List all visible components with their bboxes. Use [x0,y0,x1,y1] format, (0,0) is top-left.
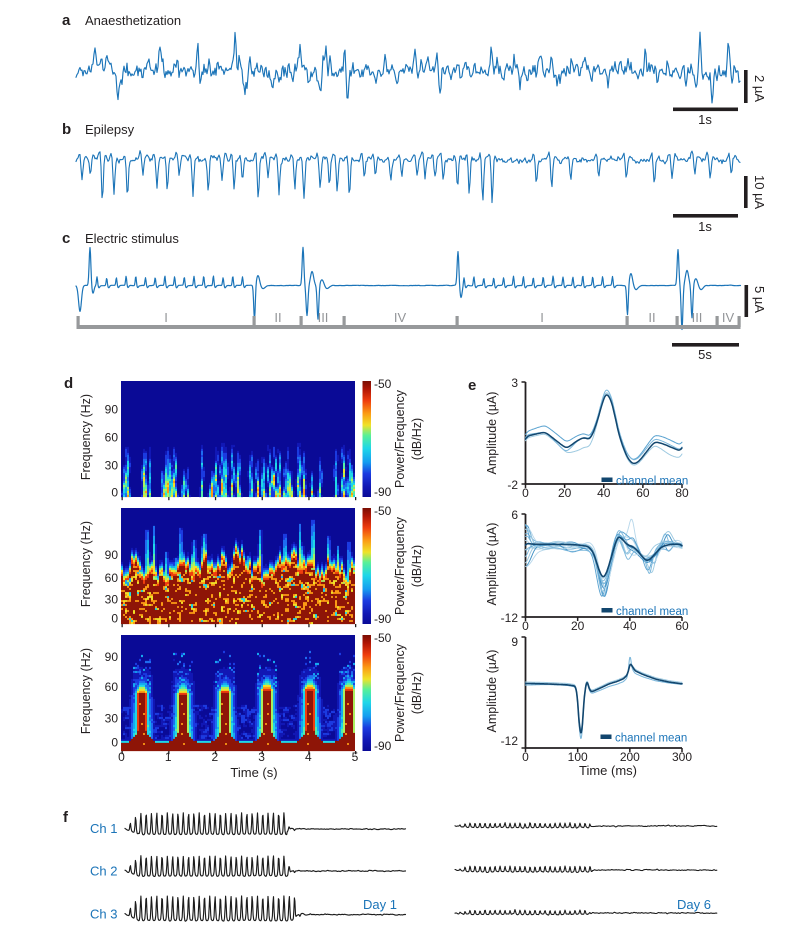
svg-text:1s: 1s [698,219,712,234]
svg-text:0: 0 [111,612,118,626]
svg-text:Power/Frequency: Power/Frequency [393,389,407,488]
svg-text:60: 60 [105,431,119,445]
svg-text:9: 9 [511,635,518,649]
svg-text:f: f [63,809,69,826]
svg-text:c: c [62,230,70,247]
svg-text:(dB/Hz): (dB/Hz) [410,418,424,460]
svg-text:60: 60 [105,571,119,585]
svg-text:0: 0 [522,619,529,633]
svg-text:20: 20 [571,619,585,633]
svg-text:4: 4 [305,750,312,764]
svg-text:1: 1 [165,750,172,764]
svg-text:b: b [62,121,71,138]
svg-text:(dB/Hz): (dB/Hz) [410,672,424,714]
svg-text:Frequency (Hz): Frequency (Hz) [79,521,93,607]
svg-text:IV: IV [722,310,735,325]
svg-text:-2: -2 [507,478,518,492]
svg-text:5 µA: 5 µA [752,286,767,313]
svg-text:channel mean: channel mean [616,606,688,618]
svg-text:0: 0 [118,750,125,764]
svg-text:90: 90 [105,548,119,562]
svg-text:200: 200 [620,750,640,764]
svg-text:-50: -50 [374,631,392,645]
svg-text:-50: -50 [374,504,392,518]
svg-text:3: 3 [511,376,518,390]
svg-text:Power/Frequency: Power/Frequency [393,643,407,742]
svg-text:I: I [164,310,168,325]
svg-text:0: 0 [111,736,118,750]
svg-text:I: I [540,310,544,325]
svg-text:30: 30 [105,459,119,473]
svg-text:30: 30 [105,712,119,726]
svg-text:Ch 3: Ch 3 [90,907,117,922]
svg-text:channel mean: channel mean [615,733,687,745]
svg-text:Ch 2: Ch 2 [90,864,117,879]
svg-text:II: II [274,310,281,325]
svg-text:channel mean: channel mean [616,476,688,488]
svg-text:0: 0 [522,750,529,764]
svg-text:Ch 1: Ch 1 [90,821,117,836]
svg-text:90: 90 [105,650,119,664]
svg-text:Time (s): Time (s) [230,765,277,780]
svg-text:-50: -50 [374,377,392,391]
svg-text:IV: IV [394,310,407,325]
svg-text:300: 300 [672,750,692,764]
svg-text:II: II [648,310,655,325]
svg-text:Frequency (Hz): Frequency (Hz) [79,394,93,480]
svg-text:0: 0 [111,486,118,500]
svg-text:Day 6: Day 6 [677,897,711,912]
svg-text:(dB/Hz): (dB/Hz) [410,545,424,587]
svg-text:-12: -12 [501,611,519,625]
svg-text:3: 3 [258,750,265,764]
svg-text:40: 40 [623,619,637,633]
svg-text:Time (ms): Time (ms) [579,763,637,778]
svg-text:Amplitude (µA): Amplitude (µA) [485,392,499,475]
svg-text:III: III [692,310,703,325]
svg-text:2: 2 [212,750,219,764]
svg-text:60: 60 [675,619,689,633]
svg-text:-90: -90 [374,485,392,499]
svg-text:Electric stimulus: Electric stimulus [85,231,179,246]
svg-text:0: 0 [522,486,529,500]
svg-text:-90: -90 [374,739,392,753]
svg-text:Epilepsy: Epilepsy [85,122,135,137]
svg-text:d: d [64,375,73,392]
svg-text:-90: -90 [374,612,392,626]
svg-text:10 µA: 10 µA [752,175,767,210]
svg-text:5s: 5s [698,347,712,362]
svg-text:5: 5 [352,750,359,764]
svg-text:2 µA: 2 µA [752,75,767,102]
svg-text:30: 30 [105,593,119,607]
svg-text:80: 80 [675,486,689,500]
svg-text:100: 100 [568,750,588,764]
svg-text:1s: 1s [698,112,712,127]
svg-text:Amplitude (µA): Amplitude (µA) [485,523,499,606]
svg-text:e: e [468,377,476,394]
svg-text:Power/Frequency: Power/Frequency [393,516,407,615]
svg-text:III: III [318,310,329,325]
svg-text:60: 60 [636,486,650,500]
svg-text:Amplitude (µA): Amplitude (µA) [485,650,499,733]
svg-text:-12: -12 [501,734,519,748]
svg-text:Frequency (Hz): Frequency (Hz) [79,648,93,734]
svg-text:a: a [62,12,71,29]
svg-text:60: 60 [105,680,119,694]
svg-text:40: 40 [597,486,611,500]
svg-text:20: 20 [558,486,572,500]
svg-text:Anaesthetization: Anaesthetization [85,13,181,28]
svg-text:Day 1: Day 1 [363,897,397,912]
svg-text:6: 6 [511,508,518,522]
svg-text:90: 90 [105,403,119,417]
